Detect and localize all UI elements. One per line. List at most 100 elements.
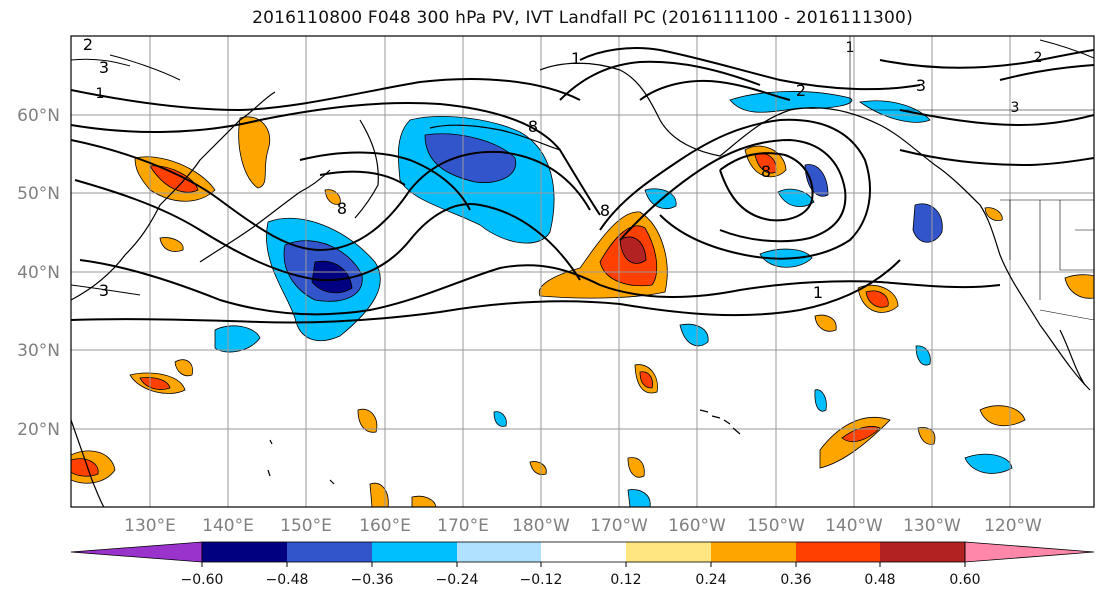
colorbar-extend-high <box>964 541 1095 563</box>
lat-label: 30°N <box>17 341 60 361</box>
political-borders <box>849 36 1094 321</box>
colorbar-tick-label: −0.48 <box>266 572 309 588</box>
lon-label: 120°W <box>984 516 1042 536</box>
contour-line <box>619 138 847 243</box>
shade-positive <box>814 314 837 332</box>
lon-label: 130°E <box>124 516 176 536</box>
shade-positive <box>357 408 378 433</box>
philippines-coast <box>71 419 105 507</box>
contour-line <box>599 280 1001 298</box>
shade-negative <box>777 188 815 207</box>
lon-label: 150°E <box>280 516 332 536</box>
colorbar-tick-label: −0.12 <box>520 572 563 588</box>
shade-negative <box>214 325 261 353</box>
shade-positive <box>238 116 270 189</box>
shade-positive <box>411 495 437 507</box>
state-borders <box>1009 200 1094 300</box>
lat-label: 60°N <box>17 106 60 126</box>
lat-label: 20°N <box>17 420 60 440</box>
contour-line <box>559 60 761 101</box>
pv-contours-thin <box>71 39 1094 296</box>
colorbar-frame <box>201 541 966 563</box>
colorbar: −0.60 −0.48 −0.36 −0.24 −0.12 0.12 0.24 … <box>70 541 1095 588</box>
colorbar-swatch <box>202 542 287 562</box>
pv-contours <box>71 47 1094 324</box>
shade-negative <box>679 323 709 347</box>
colorbar-tick-label: 0.60 <box>949 572 980 588</box>
shade-positive <box>149 165 199 193</box>
colorbar-swatch <box>711 542 796 562</box>
colorbar-swatch <box>287 542 372 562</box>
colorbar-tick-label: −0.60 <box>181 572 224 588</box>
contour-line <box>599 118 871 260</box>
contour-label: 8 <box>761 162 771 181</box>
contour-line <box>71 284 141 296</box>
shaded-field <box>71 91 1094 507</box>
shade-positive <box>1064 274 1094 299</box>
contour-label: 2 <box>83 35 93 54</box>
hawaii-islands <box>699 409 741 435</box>
contour-label: 8 <box>600 201 610 220</box>
lon-label: 160°W <box>668 516 726 536</box>
lon-label: 130°W <box>903 516 961 536</box>
contour-line <box>71 58 131 67</box>
shade-positive <box>174 359 193 377</box>
lon-label: 150°W <box>747 516 805 536</box>
contour-line <box>109 54 181 81</box>
contour-label: 3 <box>99 58 109 77</box>
shade-positive <box>71 458 99 477</box>
shade-positive <box>139 377 171 390</box>
contour-line <box>319 170 406 186</box>
contour-line <box>879 49 1094 69</box>
contour-label: 3 <box>916 76 926 95</box>
shade-positive <box>984 207 1003 221</box>
colorbar-swatch <box>372 542 457 562</box>
contour-line <box>71 101 601 216</box>
colorbar-tick-label: −0.36 <box>351 572 394 588</box>
shade-negative <box>915 345 931 366</box>
baja-coast <box>1059 329 1086 386</box>
shade-positive <box>627 457 645 478</box>
shade-positive <box>865 290 889 308</box>
contour-line <box>71 78 581 112</box>
mexico-border <box>1039 309 1094 321</box>
contour-line <box>1039 39 1094 59</box>
lon-label: 170°E <box>437 516 489 536</box>
shade-positive <box>159 237 184 252</box>
contour-line <box>579 47 921 91</box>
colorbar-tick-label: 0.48 <box>864 572 895 588</box>
shade-positive <box>979 405 1026 427</box>
alaska-coast <box>539 62 936 166</box>
colorbar-swatch <box>796 542 880 562</box>
lon-label: 160°E <box>359 516 411 536</box>
lon-label: 180°W <box>512 516 570 536</box>
contour-line <box>74 179 581 282</box>
contour-label: 1 <box>571 49 581 68</box>
lat-label: 50°N <box>17 184 60 204</box>
shade-negative <box>627 489 651 507</box>
contour-label: 2 <box>1034 50 1043 66</box>
na-coast <box>934 164 1091 391</box>
colorbar-swatch <box>880 542 965 562</box>
contour-line <box>299 151 471 211</box>
contour-line <box>79 259 601 316</box>
colorbar-tick-label: 0.36 <box>780 572 811 588</box>
contour-labels: 3 2 1 3 8 8 1 8 2 8 1 3 1 3 2 <box>83 35 1043 302</box>
lon-label: 140°E <box>202 516 254 536</box>
shade-negative <box>814 389 827 412</box>
colorbar-tick-label: −0.24 <box>436 572 479 588</box>
contour-line <box>71 139 591 252</box>
shade-negative <box>804 164 829 197</box>
map-title: 2016110800 F048 300 hPa PV, IVT Landfall… <box>252 8 913 28</box>
contour-line <box>999 64 1094 81</box>
shade-negative <box>493 411 507 427</box>
colorbar-swatch <box>626 542 711 562</box>
shade-negative <box>311 260 353 294</box>
micronesia-islands <box>267 439 335 485</box>
contour-label: 8 <box>528 117 538 136</box>
lon-label: 170°W <box>590 516 648 536</box>
contour-line <box>71 259 901 324</box>
asia-coast <box>71 91 276 301</box>
contour-label: 3 <box>1011 100 1020 116</box>
bering-islands <box>429 124 561 151</box>
